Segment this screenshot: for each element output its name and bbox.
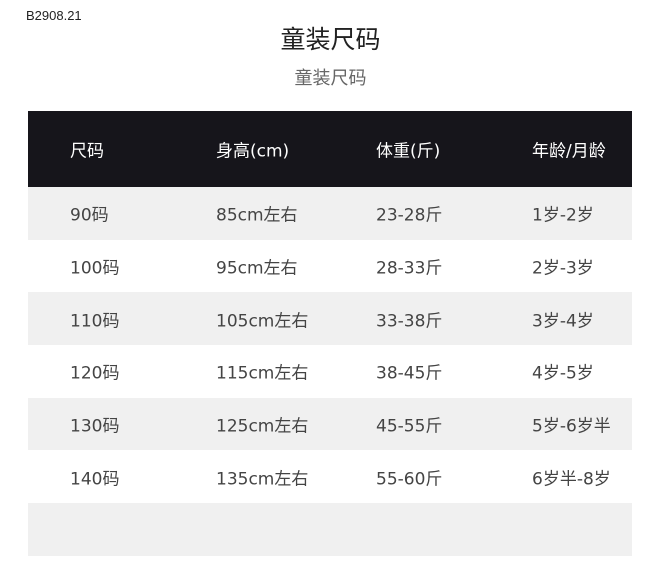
cell-age: 6岁半-8岁	[532, 469, 611, 490]
table-row: 120码 115cm左右 38-45斤 4岁-5岁	[28, 345, 632, 398]
header-weight: 体重(斤)	[376, 141, 441, 162]
header-size: 尺码	[70, 141, 104, 162]
cell-weight: 38-45斤	[376, 363, 443, 384]
cell-weight: 55-60斤	[376, 469, 443, 490]
size-table: 尺码 身高(cm) 体重(斤) 年龄/月龄 90码 85cm左右 23-28斤 …	[28, 111, 632, 556]
page-subtitle: 童装尺码	[294, 68, 367, 89]
cell-size: 100码	[70, 258, 120, 279]
table-row: 140码 135cm左右 55-60斤 6岁半-8岁	[28, 450, 632, 503]
cell-size: 140码	[70, 469, 120, 490]
header-age: 年龄/月龄	[532, 141, 606, 162]
cell-height: 95cm左右	[216, 258, 298, 279]
cell-size: 110码	[70, 311, 120, 332]
cell-age: 3岁-4岁	[532, 311, 594, 332]
cell-age: 5岁-6岁半	[532, 416, 611, 437]
cell-height: 125cm左右	[216, 416, 309, 437]
table-row: 110码 105cm左右 33-38斤 3岁-4岁	[28, 292, 632, 346]
cell-weight: 28-33斤	[376, 258, 443, 279]
cell-age: 2岁-3岁	[532, 258, 594, 279]
cell-size: 90码	[70, 205, 109, 226]
cell-size: 130码	[70, 416, 120, 437]
table-row-empty	[28, 503, 632, 556]
cell-age: 4岁-5岁	[532, 363, 594, 384]
cell-height: 105cm左右	[216, 311, 309, 332]
cell-age: 1岁-2岁	[532, 205, 594, 226]
header-height: 身高(cm)	[216, 141, 290, 162]
cell-size: 120码	[70, 363, 120, 384]
table-header-row: 尺码 身高(cm) 体重(斤) 年龄/月龄	[28, 111, 632, 187]
cell-height: 115cm左右	[216, 363, 309, 384]
table-row: 90码 85cm左右 23-28斤 1岁-2岁	[28, 187, 632, 240]
cell-weight: 45-55斤	[376, 416, 443, 437]
cell-weight: 33-38斤	[376, 311, 443, 332]
cell-height: 135cm左右	[216, 469, 309, 490]
table-row: 100码 95cm左右 28-33斤 2岁-3岁	[28, 240, 632, 293]
page-title: 童装尺码	[280, 25, 381, 54]
table-row: 130码 125cm左右 45-55斤 5岁-6岁半	[28, 397, 632, 451]
cell-height: 85cm左右	[216, 205, 298, 226]
cell-weight: 23-28斤	[376, 205, 443, 226]
product-code: B2908.21	[26, 8, 82, 23]
